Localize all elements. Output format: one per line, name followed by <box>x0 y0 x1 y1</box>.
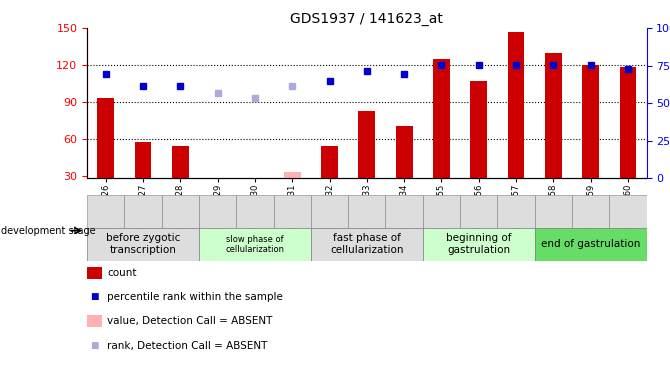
Bar <box>199 195 237 228</box>
Bar <box>470 81 487 178</box>
Bar <box>620 68 636 178</box>
Bar <box>284 172 301 178</box>
Bar <box>535 195 572 228</box>
Bar <box>535 228 647 261</box>
Bar <box>161 195 199 228</box>
Bar <box>358 111 375 178</box>
Text: ■: ■ <box>90 292 98 302</box>
Text: value, Detection Call = ABSENT: value, Detection Call = ABSENT <box>107 316 273 326</box>
Bar <box>273 195 311 228</box>
Bar <box>423 228 535 261</box>
Bar <box>545 53 561 178</box>
Bar <box>433 59 450 178</box>
Bar <box>97 98 114 178</box>
Text: count: count <box>107 268 137 278</box>
Bar <box>385 195 423 228</box>
Bar <box>582 65 599 178</box>
Text: fast phase of
cellularization: fast phase of cellularization <box>330 233 403 255</box>
Bar <box>572 195 609 228</box>
Bar <box>321 146 338 178</box>
Text: development stage: development stage <box>1 226 96 236</box>
Text: rank, Detection Call = ABSENT: rank, Detection Call = ABSENT <box>107 341 267 351</box>
Bar <box>172 146 189 178</box>
Text: beginning of
gastrulation: beginning of gastrulation <box>446 233 511 255</box>
Bar <box>311 195 348 228</box>
Bar <box>199 228 311 261</box>
Bar <box>348 195 385 228</box>
Title: GDS1937 / 141623_at: GDS1937 / 141623_at <box>290 12 444 26</box>
Bar <box>460 195 497 228</box>
Bar <box>311 228 423 261</box>
Text: slow phase of
cellularization: slow phase of cellularization <box>225 234 285 254</box>
Text: end of gastrulation: end of gastrulation <box>541 239 641 249</box>
Bar <box>609 195 647 228</box>
Bar <box>125 195 161 228</box>
Bar <box>497 195 535 228</box>
Bar <box>396 126 413 178</box>
Bar <box>87 195 125 228</box>
Bar <box>237 195 273 228</box>
Bar <box>87 228 199 261</box>
Text: ■: ■ <box>90 341 98 350</box>
Bar <box>423 195 460 228</box>
Text: percentile rank within the sample: percentile rank within the sample <box>107 292 283 302</box>
Text: before zygotic
transcription: before zygotic transcription <box>106 233 180 255</box>
Bar <box>508 32 525 178</box>
Bar <box>135 142 151 178</box>
